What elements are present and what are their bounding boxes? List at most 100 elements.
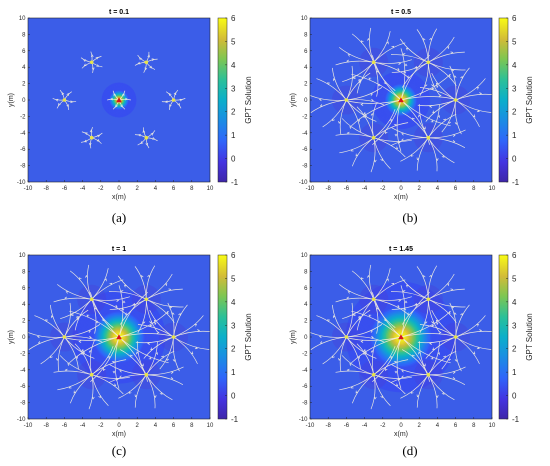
streamline-arrow [75,355,78,359]
streamline [146,273,173,300]
colorbar-tick-label: 0 [231,392,236,401]
streamline [400,336,451,364]
streamline [427,299,440,333]
streamline-arrow [58,102,61,106]
x-tick-label: -6 [344,186,350,192]
x-tick-label: 2 [136,186,140,192]
streamline-arrow [435,319,439,323]
y-tick-label: 8 [304,269,308,275]
streamline-arrow [149,320,152,324]
streamline-arrow [88,335,92,339]
streamline-arrow [121,93,125,97]
source-marker [453,98,458,102]
streamline-arrow [402,290,406,293]
streamline-arrow [349,126,353,129]
streamline-arrow [88,349,92,353]
streamline-arrow [50,355,53,359]
y-tick-label: 10 [301,253,308,259]
streamline-arrow [149,324,153,328]
streamline-arrow [429,341,433,345]
streamline-arrow [190,351,194,355]
streamline [428,104,440,138]
streamline-arrow [132,303,135,306]
streamline [402,349,429,375]
streamline [455,78,486,101]
streamline-arrow [124,284,127,288]
streamline-arrow [194,323,197,327]
streamline-arrow [361,40,364,44]
streamline [120,298,147,325]
streamline [428,273,455,300]
x-tick-label: -6 [62,186,68,192]
x-tick-label: -6 [62,423,68,429]
streamline-arrow [395,383,399,387]
colorbar-tick-label: -1 [231,415,239,424]
streamline-arrow [358,317,362,321]
streamline-arrow [144,67,148,71]
streamline [134,374,147,408]
colorbar-tick-label: 6 [512,251,517,260]
streamline-arrow [363,348,367,352]
streamline-arrow [476,109,480,113]
streamline [373,374,391,406]
streamline-arrow [364,114,368,118]
y-tick-label: -10 [17,417,26,423]
streamline-arrow [370,349,374,353]
plot-area [310,264,492,410]
streamline [335,60,374,66]
streamline [356,106,375,138]
x-axis-label: x(m) [112,194,126,201]
x-tick-label: 2 [418,423,422,429]
colorbar-tick-label: 3 [512,321,517,330]
streamline-arrow [119,369,123,373]
streamline [120,349,147,375]
streamline [373,299,396,328]
streamline [53,297,92,303]
streamline-arrow [460,75,463,79]
streamline-arrow [370,335,374,339]
streamline-arrow [407,312,411,316]
streamline [416,374,429,408]
streamline [373,31,391,63]
x-tick-label: 0 [399,186,403,192]
streamline [90,336,120,383]
x-axis-label: x(m) [394,431,408,438]
streamline [351,99,402,127]
streamline [372,99,402,146]
streamline-arrow [114,304,118,308]
streamline-arrow [358,80,362,84]
streamline [339,336,347,372]
streamline-arrow [396,304,400,308]
streamline-arrow [403,307,407,311]
streamline-arrow [70,100,74,104]
streamline-arrow [178,312,181,316]
panel-label: (b) [402,210,417,225]
x-tick-label: 10 [207,186,214,192]
streamline-arrow [443,355,446,359]
streamline-arrow [116,299,120,302]
streamline [400,54,430,101]
streamline-arrow [64,296,68,300]
streamline [400,291,430,338]
streamline [390,374,429,383]
x-axis-label: x(m) [394,194,408,201]
streamline-arrow [418,351,421,355]
streamline-arrow [120,104,123,108]
streamline [391,291,429,300]
x-tick-label: 4 [436,186,440,192]
streamline [316,78,347,101]
streamline-arrow [76,317,80,321]
streamline-arrow [136,351,139,355]
streamline-arrow [416,394,420,398]
streamline-arrow [398,62,402,65]
streamline-arrow [446,46,450,49]
y-tick-label: -10 [299,180,308,186]
streamline [356,299,374,331]
streamline-arrow [197,329,201,333]
streamline-arrow [432,347,436,351]
streamline [316,315,347,338]
streamline-arrow [351,313,355,316]
streamline [356,343,375,375]
